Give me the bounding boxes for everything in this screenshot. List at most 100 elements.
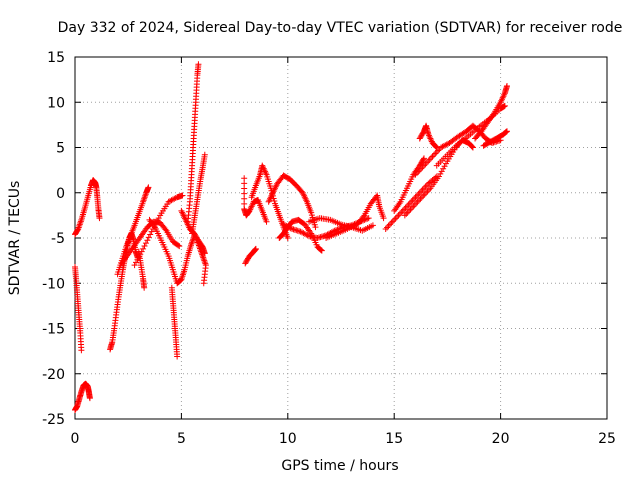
x-tick-label: 0 [71,431,80,447]
data-point [437,170,444,177]
y-tick-label: 10 [47,95,65,111]
series-arc-j [168,284,181,360]
series-arc-d [107,230,141,353]
series-arc-w [382,173,440,232]
x-axis-label: GPS time / hours [281,458,398,474]
data-point [175,242,182,249]
series-arc-n [193,235,209,287]
data-point [391,216,398,223]
data-point [395,212,402,219]
data-point [201,257,208,264]
data-point [141,284,148,291]
data-points [72,61,510,413]
data-point [438,168,445,175]
data-point [78,347,85,354]
data-point [86,395,93,402]
data-point [141,194,148,201]
data-point [384,224,391,231]
y-tick-labels: -25 -20 -15 -10 -5 0 5 10 15 [42,50,65,428]
data-point [201,151,208,158]
data-point [201,259,208,266]
data-point [369,222,376,229]
data-point [176,243,183,250]
data-point [501,102,508,109]
data-point [382,225,389,232]
data-point [263,218,270,225]
data-point [142,240,149,247]
data-point [241,190,248,197]
series-arc-o [241,175,270,225]
data-point [425,158,432,165]
data-point [241,200,248,207]
data-point [360,213,367,220]
data-point [318,247,325,254]
y-tick-label: -20 [42,367,65,383]
data-point [284,235,291,241]
data-point [396,210,403,217]
series-arc-aa [416,122,440,151]
series-arc-c [72,380,93,413]
x-tick-label: 15 [385,431,403,447]
data-point [435,173,442,180]
data-point [380,215,387,222]
data-point [469,143,476,150]
data-point [145,234,152,241]
data-point [200,256,207,263]
data-point [317,246,324,253]
y-tick-label: -5 [51,231,65,247]
y-axis-label: SDTVAR / TECUs [7,181,23,296]
data-point [312,224,319,231]
y-tick-label: -10 [42,276,65,292]
data-point [442,160,449,167]
y-tick-label: 0 [56,186,65,202]
data-point [433,143,440,150]
data-point [241,180,248,187]
data-point [154,217,161,224]
data-point [145,184,152,191]
y-tick-label: 5 [56,141,65,157]
data-point [503,82,510,89]
data-point [144,237,151,244]
data-point [426,156,433,163]
data-point [420,156,427,163]
data-point [428,155,435,162]
data-point [77,219,84,226]
x-tick-labels: 0 5 10 15 20 25 [71,431,616,447]
series-arc-p [242,245,259,267]
data-point [398,209,405,216]
series-arc-r [265,172,319,231]
data-point [241,195,248,202]
x-tick-label: 10 [279,431,297,447]
series-arc-x [391,155,427,214]
data-point [174,353,181,360]
data-point [429,153,436,160]
x-tick-label: 25 [598,431,616,447]
series-arc-b [72,263,85,354]
data-point [420,155,427,162]
series-arc-a [72,177,103,238]
series-arc-e [114,184,152,278]
data-point [433,144,440,151]
data-point [365,215,372,222]
data-point [155,215,162,222]
y-tick-label: 15 [47,50,65,66]
data-point [304,232,311,239]
data-point [241,185,248,192]
data-point [147,231,154,238]
data-point [195,61,202,68]
data-point [441,163,448,170]
x-tick-label: 5 [177,431,186,447]
data-point [200,254,207,261]
series-arc-l [184,61,202,225]
data-point [148,228,155,235]
data-point [252,245,259,252]
data-point [392,215,399,222]
data-point [287,225,294,232]
data-point [386,221,393,228]
series-arc-ac [480,128,510,149]
grid-layer [75,57,607,419]
y-tick-label: -15 [42,322,65,338]
series-arc-h [135,248,148,291]
data-point [394,213,401,220]
